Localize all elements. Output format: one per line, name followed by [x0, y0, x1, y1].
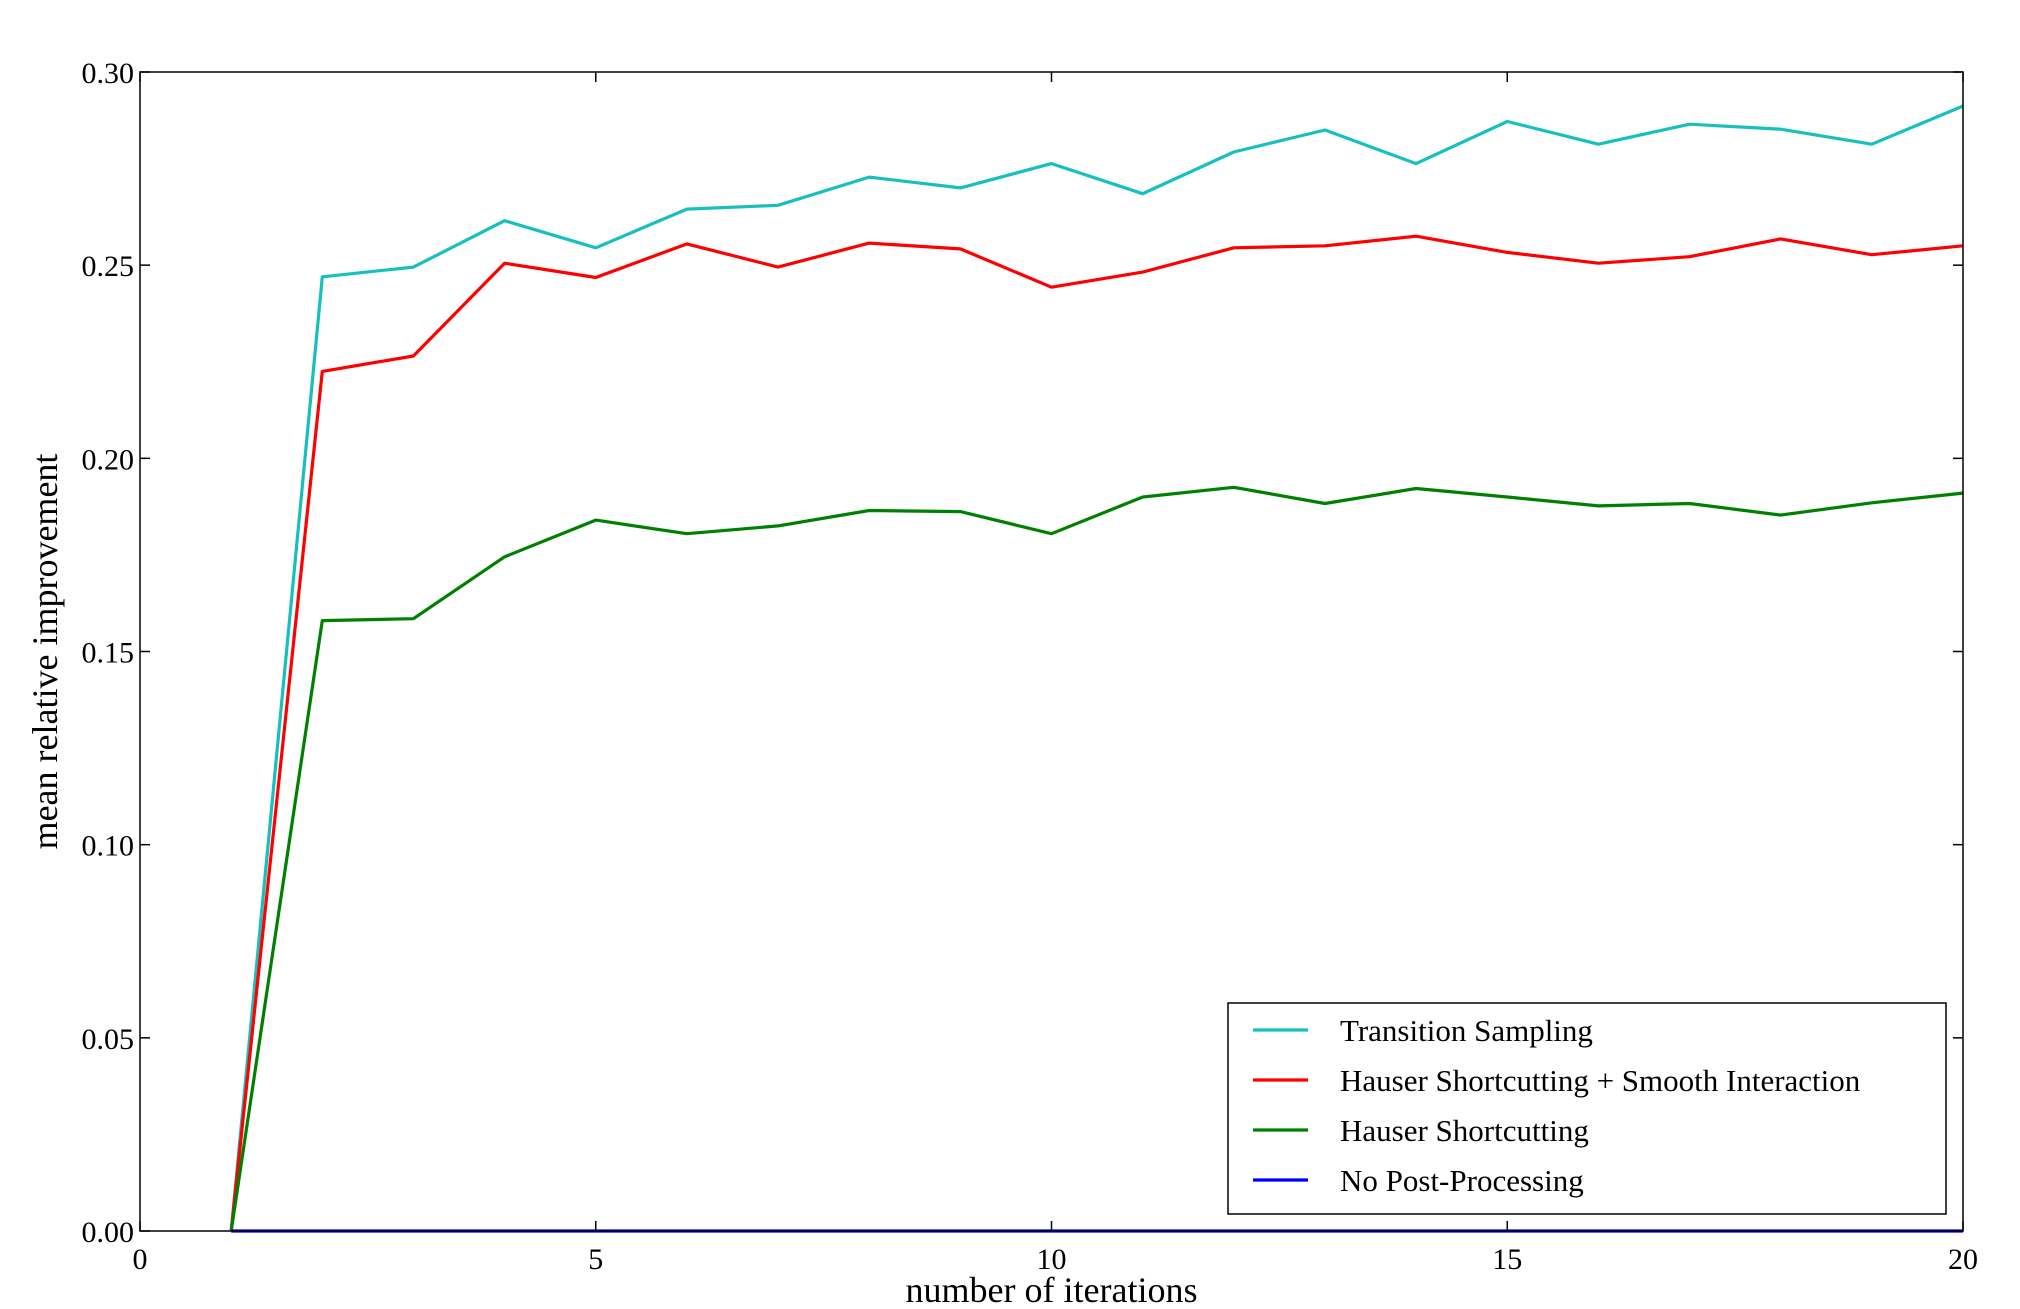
y-tick-label: 0.00: [82, 1216, 135, 1249]
x-tick-label: 5: [588, 1243, 603, 1276]
y-tick-label: 0.20: [82, 443, 135, 476]
series-line-hauser-shortcutting-smooth-interaction: [229, 234, 1964, 1232]
x-tick-label: 15: [1492, 1243, 1522, 1276]
y-tick-label: 0.05: [82, 1023, 135, 1056]
legend: Transition Sampling Hauser Shortcutting +…: [1227, 1002, 1947, 1215]
y-axis-title: mean relative improvement: [25, 454, 65, 850]
y-tick-label: 0.30: [82, 57, 135, 90]
x-tick-label: 10: [1037, 1243, 1067, 1276]
series-line-hauser-shortcutting: [229, 485, 1964, 1232]
legend-label: Hauser Shortcutting: [1340, 1113, 1589, 1148]
x-tick-label: 20: [1948, 1243, 1978, 1276]
legend-label: No Post-Processing: [1340, 1163, 1584, 1198]
y-tick-label: 0.25: [82, 250, 135, 283]
y-tick-label: 0.10: [82, 830, 135, 863]
y-tick-label: 0.15: [82, 637, 135, 670]
legend-label: Transition Sampling: [1340, 1013, 1593, 1048]
x-axis-title: number of iterations: [906, 1270, 1198, 1309]
x-tick-label: 0: [133, 1243, 148, 1276]
legend-box: [1227, 1002, 1947, 1215]
legend-label: Hauser Shortcutting + Smooth Interaction: [1340, 1063, 1861, 1098]
axis-layer: 0 5 10 15 20 0.00 0.05 0.10 0.15 0.20 0.25 0.30: [82, 57, 1979, 1276]
series-line-transition-sampling: [229, 104, 1964, 1232]
